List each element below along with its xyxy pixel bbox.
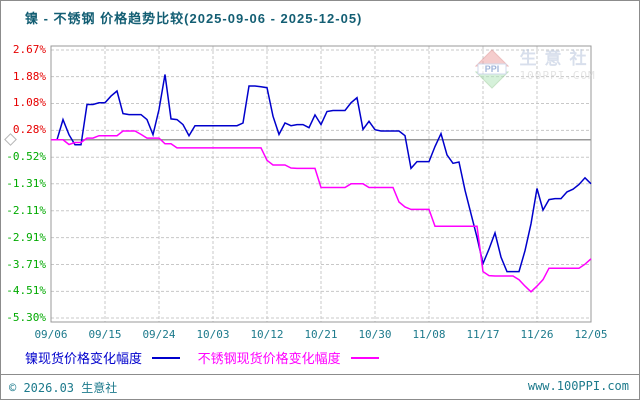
- y-tick-label: -2.11%: [6, 204, 46, 217]
- copyright-text: © 2026.03 生意社: [9, 381, 118, 395]
- plot-border: [50, 45, 592, 323]
- x-tick-label: 10/21: [304, 328, 338, 341]
- x-tick-label: 11/08: [412, 328, 446, 341]
- x-tick-label: 11/26: [520, 328, 554, 341]
- y-tick-label: -1.31%: [6, 177, 46, 190]
- y-tick-label: -0.52%: [6, 150, 46, 163]
- x-tick-label: 12/05: [574, 328, 608, 341]
- x-tick-label: 09/06: [34, 328, 68, 341]
- legend-line-nickel-icon: [152, 357, 181, 360]
- x-tick-label: 09/15: [88, 328, 122, 341]
- watermark-site-name: 生意社: [519, 49, 595, 68]
- legend-line-stainless-icon: [350, 357, 379, 360]
- series-line-nickel: [51, 74, 592, 273]
- legend-item-stainless: 不锈钢现货价格变化幅度: [198, 351, 379, 367]
- legend-label-stainless: 不锈钢现货价格变化幅度: [197, 351, 341, 366]
- series-line-stainless: [51, 130, 592, 293]
- y-tick-label: 0.28%: [12, 123, 46, 136]
- footer-bar: © 2026.03 生意社 www.100PPI.com: [1, 374, 639, 399]
- x-tick-label: 10/30: [358, 328, 392, 341]
- y-tick-label: -3.71%: [6, 258, 46, 271]
- y-tick-label: -2.91%: [6, 231, 46, 244]
- y-tick-label: 1.08%: [12, 96, 46, 109]
- ppi-logo-text: PPI: [485, 64, 500, 74]
- chart-title: 镍 - 不锈钢 价格趋势比较(2025-09-06 - 2025-12-05): [25, 11, 363, 26]
- ppi-logo-icon: PPI: [474, 49, 510, 89]
- x-tick-label: 11/17: [466, 328, 500, 341]
- y-tick-label: 1.88%: [12, 70, 46, 83]
- x-tick-label: 09/24: [142, 328, 176, 341]
- watermark-site-domain: 100PPI.COM: [519, 69, 596, 82]
- x-tick-label: 10/03: [196, 328, 230, 341]
- legend-label-nickel: 镍现货价格变化幅度: [25, 351, 143, 366]
- y-tick-label: 2.67%: [12, 43, 46, 56]
- legend-item-nickel: 镍现货价格变化幅度: [25, 351, 181, 367]
- x-tick-label: 10/12: [250, 328, 284, 341]
- site-url-link[interactable]: www.100PPI.com: [527, 379, 629, 393]
- watermark: PPI 生意社 100PPI.COM: [474, 49, 596, 89]
- chart-legend: 镍现货价格变化幅度 不锈钢现货价格变化幅度: [25, 351, 393, 367]
- y-tick-label: -4.51%: [6, 284, 46, 297]
- y-tick-label: -5.30%: [6, 311, 46, 324]
